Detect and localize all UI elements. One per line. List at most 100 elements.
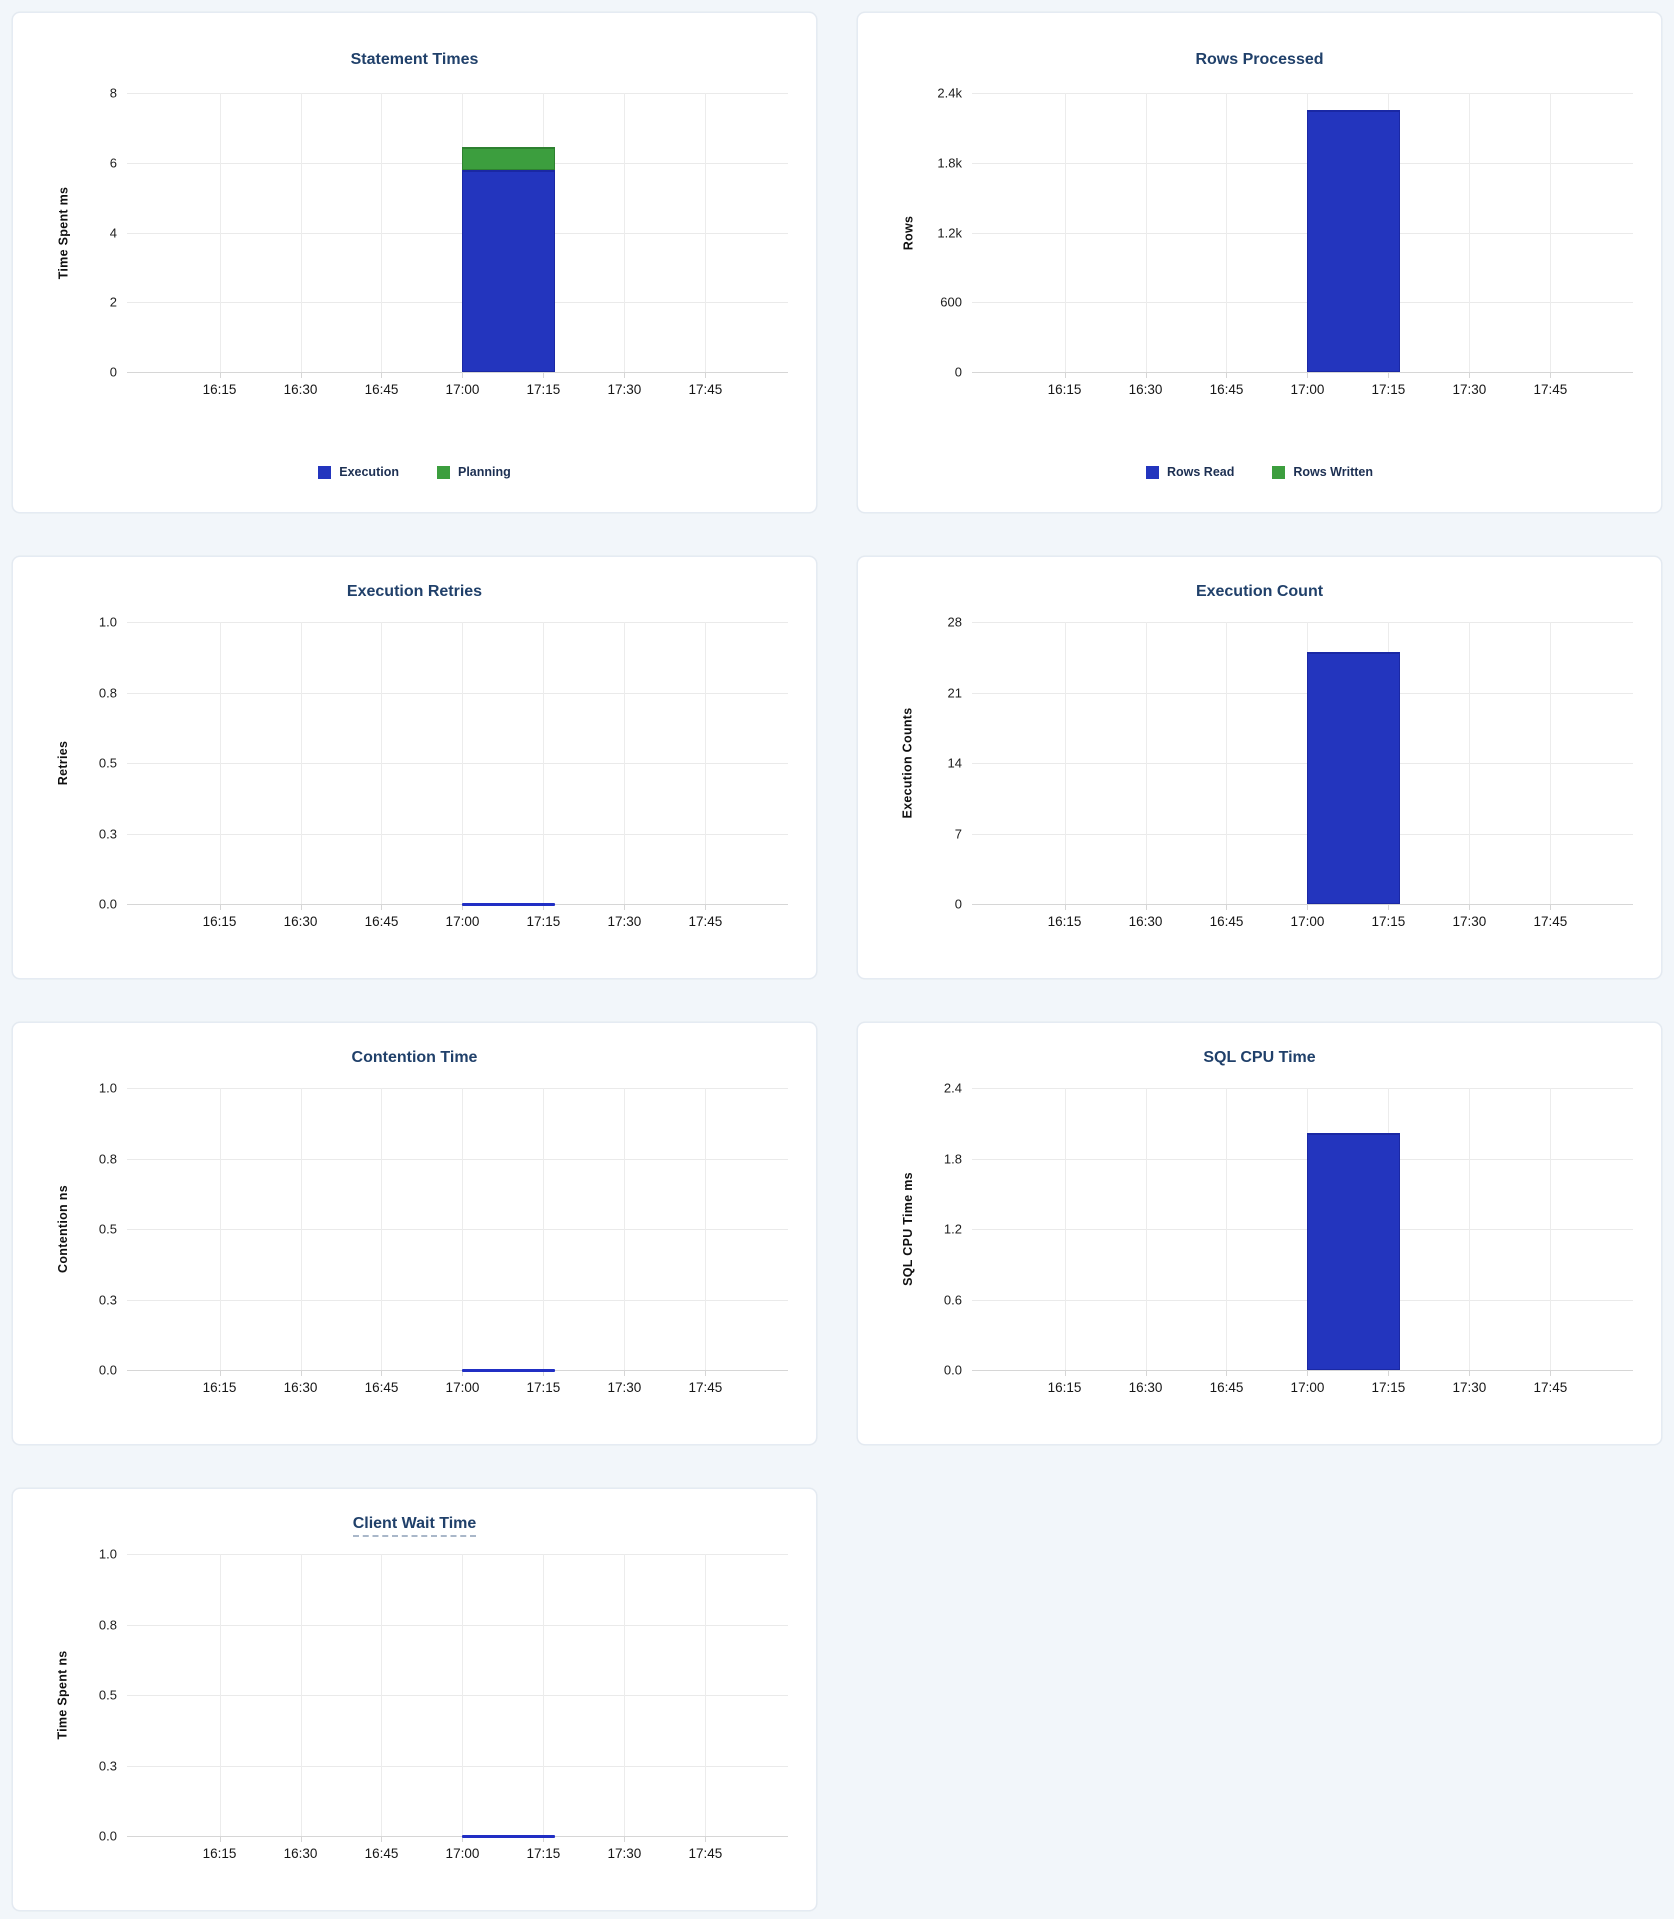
bar-segment-rows-read[interactable] bbox=[1307, 110, 1401, 372]
x-tick-mark bbox=[1064, 1370, 1066, 1376]
bar-group[interactable] bbox=[1307, 1088, 1401, 1370]
x-tick-mark bbox=[1469, 372, 1471, 378]
v-gridline bbox=[624, 1088, 626, 1370]
chart-title-contention-time: Contention Time bbox=[13, 1049, 816, 1067]
x-tick-label: 17:15 bbox=[1371, 382, 1406, 397]
x-tick-mark bbox=[300, 1836, 302, 1842]
chart-card-sql-cpu-time: SQL CPU Time SQL CPU Time ms 2.4 1.8 1.2 0.6 0… bbox=[857, 1022, 1662, 1445]
v-gridline bbox=[381, 1088, 383, 1370]
h-gridline bbox=[127, 1158, 788, 1160]
h-gridline bbox=[972, 1229, 1633, 1230]
legend-label: Rows Written bbox=[1293, 465, 1374, 479]
bar-segment-execution[interactable] bbox=[462, 170, 556, 372]
plot-area-contention-time[interactable] bbox=[127, 1088, 788, 1376]
x-tick-label: 17:30 bbox=[1452, 382, 1487, 397]
v-gridline bbox=[1550, 93, 1552, 372]
x-tick-label: 16:45 bbox=[1209, 914, 1244, 929]
v-gridline bbox=[1145, 622, 1147, 904]
y-tick-label: 1.8k bbox=[937, 155, 962, 171]
y-tick-label: 8 bbox=[109, 85, 117, 101]
h-gridline bbox=[127, 1836, 788, 1837]
h-gridline bbox=[972, 763, 1633, 764]
y-tick-label: 0.6 bbox=[943, 1292, 962, 1307]
h-gridline bbox=[127, 904, 788, 905]
x-tick-label: 16:30 bbox=[283, 1380, 318, 1395]
chart-title-rows-processed: Rows Processed bbox=[858, 51, 1661, 69]
h-gridline bbox=[127, 692, 788, 694]
x-tick-mark bbox=[1550, 372, 1552, 378]
v-gridline bbox=[381, 93, 383, 372]
x-tick-label: 17:45 bbox=[1533, 382, 1568, 397]
x-tick-mark bbox=[1550, 1370, 1552, 1376]
h-gridline bbox=[972, 1299, 1633, 1301]
h-gridline bbox=[127, 302, 788, 304]
h-gridline bbox=[972, 1088, 1633, 1089]
y-tick-label: 0.0 bbox=[98, 896, 117, 912]
x-tick-label: 17:45 bbox=[1533, 1380, 1568, 1395]
bar-segment-sql-cpu-time[interactable] bbox=[1307, 1132, 1401, 1370]
y-tick-label: 0.5 bbox=[98, 1687, 117, 1703]
chart-title-text: Contention Time bbox=[351, 1049, 478, 1066]
y-tick-label: 1.8 bbox=[943, 1151, 962, 1166]
x-tick-label: 17:30 bbox=[607, 1846, 642, 1861]
chart-title-text: Client Wait Time bbox=[352, 1515, 477, 1537]
bar-group[interactable] bbox=[1307, 622, 1401, 904]
v-gridline bbox=[705, 1088, 707, 1370]
x-tick-mark bbox=[462, 1370, 464, 1376]
bar-group[interactable] bbox=[1307, 93, 1401, 372]
v-gridline bbox=[219, 93, 221, 372]
x-tick-mark bbox=[1064, 372, 1066, 378]
plot-area-statement-times[interactable] bbox=[127, 93, 788, 378]
y-tick-label: 21 bbox=[947, 685, 962, 700]
x-tick-label: 17:15 bbox=[526, 1380, 561, 1395]
y-tick-label: 0.3 bbox=[98, 826, 117, 841]
chart-title-text: SQL CPU Time bbox=[1203, 1049, 1316, 1066]
y-tick-label: 1.2 bbox=[943, 1221, 962, 1237]
v-gridline bbox=[1064, 622, 1066, 904]
line-series-contention-time[interactable] bbox=[462, 1368, 556, 1372]
plot-area-rows-processed[interactable] bbox=[972, 93, 1633, 378]
x-axis-labels: 16:15 16:30 16:45 17:00 17:15 17:30 17:45 bbox=[127, 1846, 788, 1864]
x-tick-mark bbox=[624, 372, 626, 378]
plot-area-execution-count[interactable] bbox=[972, 622, 1633, 910]
x-tick-mark bbox=[462, 904, 464, 910]
legend-label: Rows Read bbox=[1166, 465, 1235, 479]
x-tick-label: 17:15 bbox=[526, 382, 561, 397]
x-tick-mark bbox=[300, 904, 302, 910]
x-tick-label: 17:30 bbox=[607, 1380, 642, 1395]
y-tick-label: 1.0 bbox=[98, 1546, 117, 1562]
h-gridline bbox=[972, 93, 1633, 94]
x-tick-label: 16:30 bbox=[1128, 382, 1163, 397]
x-axis-labels: 16:15 16:30 16:45 17:00 17:15 17:30 17:45 bbox=[127, 382, 788, 400]
line-series-client-wait-time[interactable] bbox=[462, 1834, 556, 1838]
line-series-execution-retries[interactable] bbox=[462, 902, 556, 906]
x-tick-label: 16:45 bbox=[364, 1846, 399, 1861]
v-gridline bbox=[543, 622, 545, 904]
v-gridline bbox=[543, 1088, 545, 1370]
chart-card-rows-processed: Rows Processed Rows 2.4k 1.8k 1.2k 600 0 16:15 1… bbox=[857, 12, 1662, 513]
plot-area-client-wait-time[interactable] bbox=[127, 1554, 788, 1842]
bar-group[interactable] bbox=[462, 93, 556, 372]
x-tick-mark bbox=[381, 1836, 383, 1842]
v-gridline bbox=[462, 1554, 464, 1836]
bar-segment-planning[interactable] bbox=[462, 147, 556, 171]
bar-segment-execution-count[interactable] bbox=[1307, 652, 1401, 904]
x-tick-mark bbox=[1145, 904, 1147, 910]
chart-title-client-wait-time[interactable]: Client Wait Time bbox=[13, 1515, 816, 1537]
x-axis-labels: 16:15 16:30 16:45 17:00 17:15 17:30 17:45 bbox=[972, 914, 1633, 932]
h-gridline bbox=[127, 833, 788, 835]
legend-item-execution: Execution bbox=[318, 465, 399, 479]
y-tick-label: 2.4k bbox=[937, 85, 962, 101]
chart-title-execution-retries: Execution Retries bbox=[13, 583, 816, 601]
x-tick-mark bbox=[1226, 904, 1228, 910]
x-tick-mark bbox=[1469, 1370, 1471, 1376]
plot-area-execution-retries[interactable] bbox=[127, 622, 788, 910]
y-tick-label: 2.4 bbox=[943, 1080, 962, 1096]
x-tick-mark bbox=[219, 372, 221, 378]
x-tick-mark bbox=[1388, 372, 1390, 378]
x-tick-mark bbox=[543, 1836, 545, 1842]
v-gridline bbox=[1226, 93, 1228, 372]
v-gridline bbox=[1226, 1088, 1228, 1370]
plot-area-sql-cpu-time[interactable] bbox=[972, 1088, 1633, 1376]
x-tick-mark bbox=[1145, 372, 1147, 378]
